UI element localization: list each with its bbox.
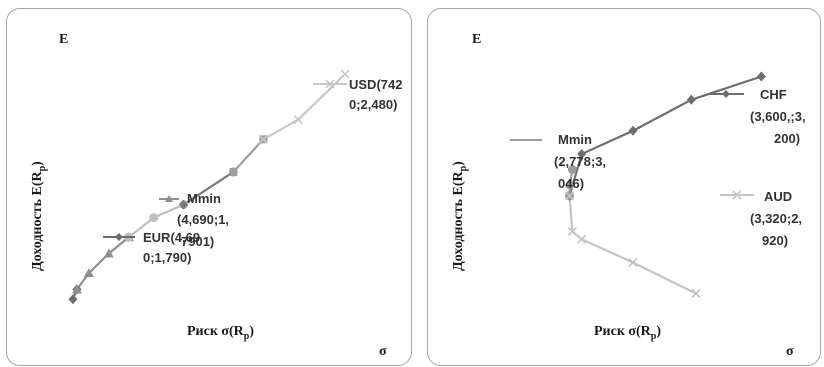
legend-diamond-marker bbox=[115, 233, 123, 241]
x-axis-label: Риск σ(Rp) bbox=[187, 324, 254, 342]
data-point-3-0 bbox=[179, 199, 189, 210]
chart-left-svg: E σ Доходность E(Rp) Риск σ(Rp) USD(742 … bbox=[30, 32, 402, 359]
legend-chf-right bbox=[708, 90, 744, 98]
label-eur-line2: 0;1,790) bbox=[143, 250, 191, 265]
label-mmin-line2: (2,778;3, bbox=[554, 154, 606, 169]
x-axis-label-main: Риск σ(R bbox=[187, 324, 245, 339]
data-point-1-2 bbox=[103, 248, 114, 258]
data-point-1-1 bbox=[83, 268, 94, 278]
plot-area-left bbox=[68, 69, 350, 305]
legend-cross-marker bbox=[325, 79, 335, 89]
label-aud-line1: AUD bbox=[764, 189, 792, 204]
x-axis-label-sub: p bbox=[651, 331, 657, 342]
data-point-4-0 bbox=[229, 167, 238, 176]
label-chf-line2: (3,600,;3, bbox=[750, 109, 806, 124]
x-axis-label: Риск σ(Rp) bbox=[594, 324, 661, 342]
label-mmin-line3: 7901) bbox=[181, 234, 214, 249]
y-axis-label-main: Доходность E(R bbox=[30, 171, 45, 271]
data-point-0-2 bbox=[628, 125, 638, 136]
label-chf-line1: CHF bbox=[760, 87, 787, 102]
x-axis-label-end: ) bbox=[249, 324, 254, 339]
legend-aud-right bbox=[720, 190, 754, 200]
chart-right-svg: E σ Доходность E(Rp) Риск σ(Rp) CHF (3,6… bbox=[451, 32, 806, 359]
data-point-5-2 bbox=[340, 69, 350, 79]
legend-cross-marker bbox=[732, 190, 742, 200]
chart-right: E σ Доходность E(Rp) Риск σ(Rp) CHF (3,6… bbox=[427, 8, 821, 366]
data-point-0-0 bbox=[68, 294, 78, 305]
y-axis-label: Доходность E(Rp) bbox=[30, 161, 48, 271]
x-axis-label-main: Риск σ(R bbox=[594, 324, 652, 339]
data-point-1-0 bbox=[71, 284, 82, 294]
data-point-5-1 bbox=[293, 115, 303, 125]
y-axis-corner-label: E bbox=[59, 32, 68, 47]
series-line-3 bbox=[182, 170, 235, 206]
chart-left: E σ Доходность E(Rp) Риск σ(Rp) USD(742 … bbox=[6, 8, 412, 366]
x-axis-corner-label: σ bbox=[379, 344, 387, 359]
data-point-0-3 bbox=[686, 94, 696, 105]
series-line-2 bbox=[568, 195, 697, 295]
label-aud-line2: (3,320;2, bbox=[750, 211, 802, 226]
data-point-1-1 bbox=[565, 180, 575, 190]
data-point-2-1 bbox=[567, 226, 577, 237]
label-usd-line2: 0;2,480) bbox=[349, 97, 397, 112]
data-point-2-0 bbox=[564, 191, 575, 201]
data-point-2-4 bbox=[691, 288, 701, 299]
legend-diamond-marker bbox=[722, 90, 730, 98]
label-aud-line3: 920) bbox=[762, 233, 788, 248]
y-axis-label-sub: p bbox=[458, 165, 469, 171]
data-point-0-4 bbox=[756, 71, 766, 82]
data-point-1-2 bbox=[567, 165, 577, 174]
x-axis-label-sub: p bbox=[244, 331, 250, 342]
x-axis-label-end: ) bbox=[656, 324, 661, 339]
y-axis-label-main: Доходность E(R bbox=[451, 171, 466, 271]
label-usd-line1: USD(742 bbox=[349, 77, 402, 92]
label-mmin-line1: Mmin bbox=[187, 191, 221, 206]
label-mmin-line3: 046) bbox=[558, 176, 584, 191]
x-axis-corner-label: σ bbox=[786, 344, 794, 359]
series-line-4 bbox=[232, 138, 265, 173]
data-point-2-1 bbox=[149, 213, 159, 223]
data-point-5-0 bbox=[258, 134, 268, 144]
y-axis-label: Доходность E(Rp) bbox=[451, 161, 469, 271]
legend-mmin-left bbox=[159, 195, 179, 202]
y-axis-label-end: ) bbox=[30, 161, 45, 166]
data-point-2-2 bbox=[577, 234, 587, 244]
label-mmin-line1: Mmin bbox=[558, 132, 592, 147]
y-axis-label-sub: p bbox=[37, 165, 48, 171]
y-axis-corner-label: E bbox=[472, 32, 481, 47]
label-chf-line3: 200) bbox=[774, 131, 800, 146]
legend-usd-left bbox=[313, 79, 347, 89]
series-line-1 bbox=[76, 236, 130, 291]
data-point-0-1 bbox=[577, 149, 587, 159]
label-eur-line1: EUR(4,69 bbox=[143, 230, 200, 245]
legend-triangle-marker bbox=[165, 195, 173, 202]
legend-eur-left bbox=[103, 233, 135, 241]
y-axis-label-end: ) bbox=[451, 161, 466, 166]
label-mmin-line2: (4,690;1, bbox=[177, 212, 229, 227]
data-point-2-3 bbox=[628, 257, 638, 268]
plot-area-right bbox=[564, 71, 766, 299]
